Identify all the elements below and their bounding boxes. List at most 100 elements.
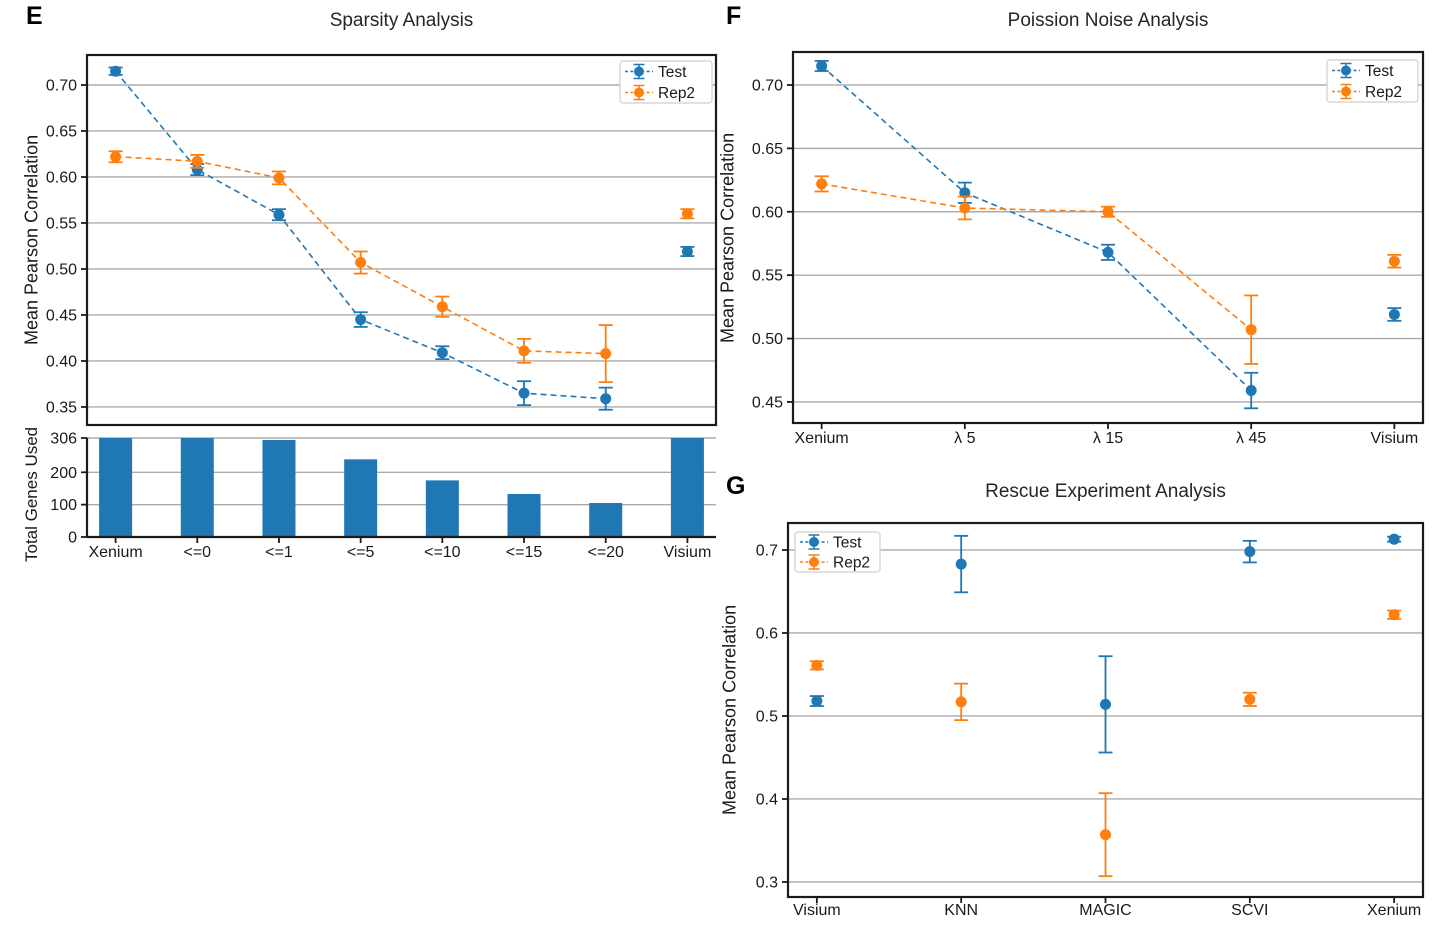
series-line [821,183,1252,331]
data-point [355,314,367,326]
legend: Test Rep2 [619,60,713,104]
x-tick-label: MAGIC [1079,902,1131,919]
data-point [681,208,693,220]
x-tick-label: KNN [944,902,978,919]
panel-letter-g: G [726,472,746,500]
data-point [681,245,693,257]
y-tick-label: 200 [50,465,77,482]
data-point [811,695,823,707]
y-tick-label: 0.60 [752,204,783,221]
y-tick-label: 0.45 [752,394,783,411]
x-tick-label: <=5 [347,544,375,561]
x-tick-label: <=1 [265,544,293,561]
x-tick-label: λ 15 [1093,430,1123,447]
data-point [955,558,967,570]
y-tick-label: 0.50 [46,261,77,278]
data-point [1102,246,1114,258]
y-tick-label: 0.4 [756,791,778,808]
data-point [1388,609,1400,621]
data-point [1244,546,1256,558]
legend-marker-dot [634,87,644,98]
axes-frame [791,50,1425,425]
data-point [959,187,971,199]
series-line [821,65,1252,392]
x-tick-label: SCVI [1231,902,1268,919]
panel-letter-e: E [26,2,43,30]
chart-title-sparsity: Sparsity Analysis [329,10,474,31]
bar-<=1 [262,439,296,537]
panel-e-scatter-chart: 0.35 0.40 0.45 0.50 0.55 0.60 0.65 0.70 Test Rep2 [46,53,718,427]
y-tick-label: 0.35 [46,399,77,416]
legend: Test Rep2 [1326,59,1419,103]
data-point [1102,206,1114,218]
legend-marker-dot [809,557,819,567]
series-line [114,70,606,400]
data-point [436,301,448,313]
x-tick-label: Visium [1371,430,1419,447]
data-point [110,65,122,77]
data-point [110,151,122,163]
data-point [955,696,967,708]
data-point [1388,255,1400,267]
series-rep2 [108,150,695,384]
series-rep2 [814,175,1402,365]
data-point [811,659,823,671]
y-tick-label: 0.65 [46,123,77,140]
data-point [1245,324,1257,336]
series-test [814,59,1402,410]
data-point [1245,385,1257,397]
data-point [600,393,612,405]
data-point [1388,533,1400,545]
x-tick-label: <=10 [424,544,461,561]
data-point [273,172,285,184]
y-tick-label: 0 [68,530,77,547]
bar-<=10 [425,480,459,537]
x-tick-label: Visium [793,902,841,919]
x-tick-label: Xenium [1367,902,1421,919]
y-tick-label: 0.40 [46,353,77,370]
y-tick-label: 0.7 [756,542,778,559]
legend-entry-label: Rep2 [1365,84,1402,101]
legend-entry-label: Rep2 [833,555,870,572]
x-tick-label: Xenium [795,430,849,447]
x-tick-label: Visium [664,544,712,561]
legend-marker-dot [809,537,819,547]
y-tick-label: 0.6 [756,625,778,642]
series-rep2 [809,609,1402,878]
y-tick-label: 100 [50,497,77,514]
legend-entry-label: Test [658,64,687,81]
data-point [816,178,828,190]
series-test [809,533,1402,754]
data-point [1388,308,1400,320]
data-point [600,348,612,360]
legend: Test Rep2 [794,531,881,573]
bar-Xenium [99,438,133,537]
x-tick-label: <=0 [183,544,211,561]
y-tick-label: 0.70 [46,77,77,94]
legend-entry-label: Test [833,535,862,552]
y-tick-label: 0.3 [756,874,778,891]
panel-f-scatter-chart: 0.45 0.50 0.55 0.60 0.65 0.70 Xenium λ 5 λ 15 λ 4… [752,50,1425,447]
data-point [436,347,448,359]
data-point [1244,693,1256,705]
legend-entry-label: Rep2 [658,85,695,102]
panel-g-scatter-chart: 0.3 0.4 0.5 0.6 0.7 Visium KNN MAGIC SCVI Xenium T… [756,521,1425,919]
x-tick-label: <=20 [587,544,624,561]
x-tick-label: Xenium [88,544,142,561]
legend-marker-dot [1341,86,1351,97]
y-tick-label: 0.45 [46,307,77,324]
x-tick-label: λ 45 [1236,430,1266,447]
legend-marker-dot [1341,65,1351,76]
y-tick-label: 0.60 [46,169,77,186]
data-point [1100,698,1111,710]
data-point [273,209,285,221]
panel-letter-f: F [726,2,742,30]
y-tick-label: 0.65 [752,141,783,158]
y-tick-label: 0.5 [756,708,778,725]
chart-title-rescue-experiment: Rescue Experiment Analysis [985,481,1226,502]
data-point [191,155,203,167]
y-tick-label: 0.55 [752,268,783,285]
bar-<=15 [507,493,541,537]
data-point [1100,829,1111,841]
